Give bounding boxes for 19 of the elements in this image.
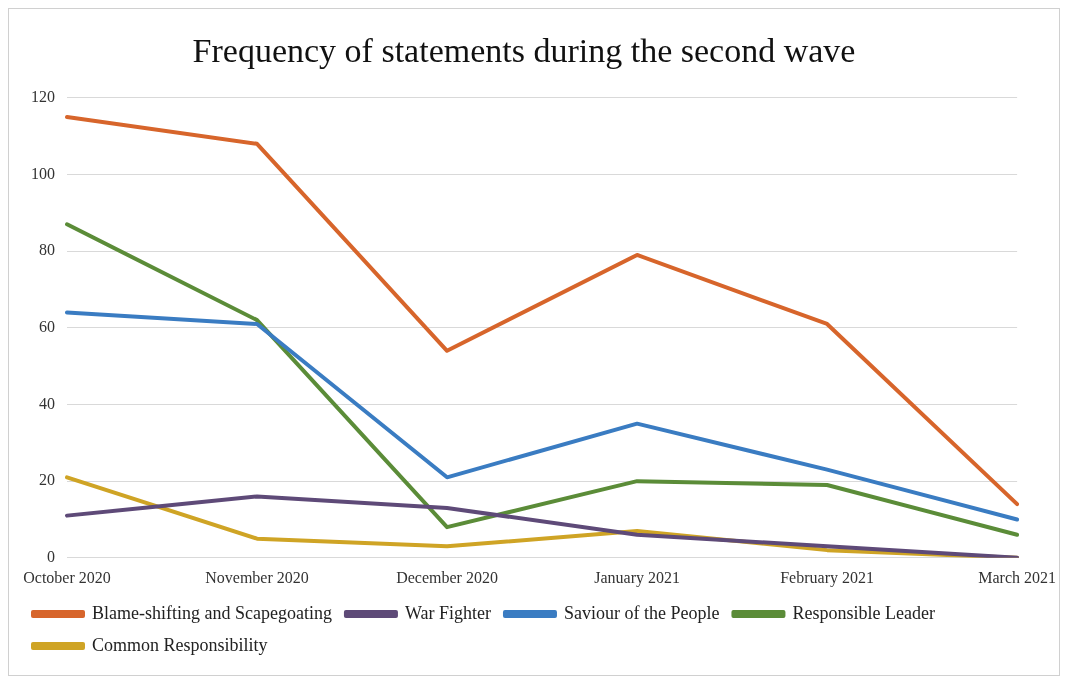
y-tick-label: 120 — [31, 88, 55, 105]
chart-title: Frequency of statements during the second wave — [192, 32, 856, 70]
y-tick-label: 20 — [39, 471, 55, 489]
y-tick-label: 100 — [31, 164, 55, 182]
x-tick-label: January 2021 — [594, 568, 680, 587]
legend-label: Common Responsibility — [92, 634, 268, 655]
x-tick-label: March 2021 — [978, 568, 1056, 586]
legend-label: War Fighter — [404, 602, 491, 623]
legend-label: Responsible Leader — [792, 602, 935, 623]
y-tick-label: 40 — [39, 394, 55, 412]
x-tick-label: February 2021 — [780, 568, 874, 587]
legend-label: Saviour of the People — [563, 602, 720, 623]
y-tick-label: 60 — [39, 318, 55, 335]
y-tick-label: 80 — [39, 241, 55, 259]
legend-label: Blame-shifting and Scapegoating — [92, 602, 332, 623]
y-tick-label: 0 — [47, 548, 55, 565]
x-tick-label: December 2020 — [396, 568, 498, 586]
x-tick-label: October 2020 — [23, 568, 111, 586]
x-tick-label: November 2020 — [205, 568, 309, 586]
